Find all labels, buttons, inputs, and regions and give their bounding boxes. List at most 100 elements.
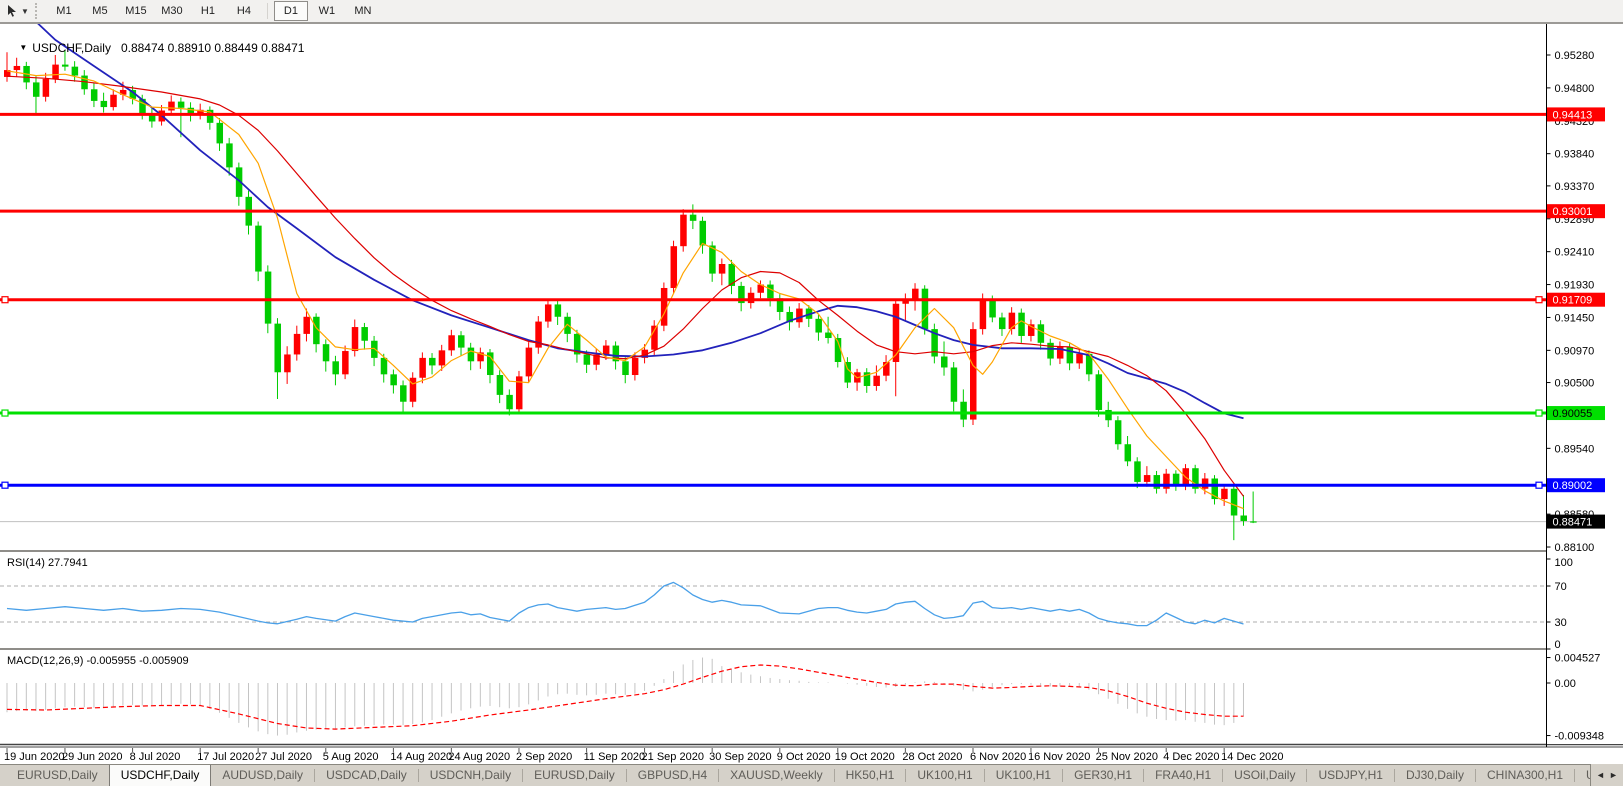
chart-tab-xauusd-weekly[interactable]: XAUUSD,Weekly <box>730 768 823 782</box>
chart-title-caret-icon[interactable]: ▼ <box>19 43 28 52</box>
timeframe-button-h1[interactable]: H1 <box>200 5 215 17</box>
price-axis: 0.952800.948000.943200.938400.933700.928… <box>1546 24 1623 747</box>
timeframe-button-m30[interactable]: M30 <box>161 5 183 17</box>
timeframe-button-m5[interactable]: M5 <box>92 5 108 17</box>
chart-tab-eurusd-daily[interactable]: EURUSD,Daily <box>17 768 98 782</box>
tab-separator <box>625 769 627 782</box>
chart-tab-dj30-daily[interactable]: DJ30,Daily <box>1405 768 1464 782</box>
chart-tab-fra40-h1[interactable]: FRA40,H1 <box>1155 768 1212 782</box>
tab-separator <box>1393 769 1395 782</box>
cursor-dropdown-caret[interactable]: ▼ <box>21 6 29 16</box>
tab-separator <box>314 769 316 782</box>
cursor-tool-icon[interactable] <box>3 2 21 20</box>
svg-text:0.90970: 0.90970 <box>1555 345 1595 357</box>
chart-title: ▼ USDCHF,Daily 0.88474 0.88910 0.88449 0.8… <box>6 27 304 69</box>
svg-text:0.88471: 0.88471 <box>1553 517 1593 529</box>
svg-text:0.94413: 0.94413 <box>1553 109 1593 121</box>
svg-text:0.88100: 0.88100 <box>1555 542 1595 554</box>
tab-separator <box>1574 769 1576 782</box>
chart-tab-usoil-daily[interactable]: USOil,Daily <box>1234 768 1296 782</box>
svg-text:100: 100 <box>1555 557 1573 569</box>
tab-separator <box>1062 769 1064 782</box>
date-label: 17 Jul 2020 <box>197 751 254 763</box>
pane-borders <box>0 22 1623 748</box>
chart-tab-usdjpy-h1[interactable]: USDJPY,H1 <box>1318 768 1383 782</box>
svg-text:0.89002: 0.89002 <box>1553 480 1593 492</box>
chart-tab-usdchf-daily[interactable]: USDCHF,Daily <box>108 765 212 786</box>
date-label: 11 Sep 2020 <box>584 751 646 763</box>
hline-handle[interactable] <box>1 481 9 489</box>
timeframe-button-h4[interactable]: H4 <box>236 5 251 17</box>
chart-tab-eurusd-daily[interactable]: EURUSD,Daily <box>534 768 615 782</box>
toolbar-grip <box>34 3 40 19</box>
svg-text:30: 30 <box>1555 617 1567 629</box>
tab-separator <box>417 769 419 782</box>
chart-tab-gbpusd-h4[interactable]: GBPUSD,H4 <box>637 768 708 782</box>
hline-handle[interactable] <box>1535 409 1543 417</box>
date-label: 21 Sep 2020 <box>642 751 704 763</box>
moving-averages <box>6 0 1244 510</box>
tab-separator <box>983 769 985 782</box>
chart-tab-hk50-h1[interactable]: HK50,H1 <box>845 768 895 782</box>
date-label: 4 Dec 2020 <box>1163 751 1219 763</box>
tab-separator <box>1222 769 1224 782</box>
chart-tab-usdcad-daily[interactable]: USDCAD,Daily <box>326 768 407 782</box>
macd-pane: 0.004527 0.00 -0.009348 <box>6 653 1605 743</box>
chart-tab-usdcnh-daily[interactable]: USDCNH,Daily <box>429 768 512 782</box>
timeframe-button-d1[interactable]: D1 <box>273 1 308 21</box>
tab-separator <box>718 769 720 782</box>
date-label: 25 Nov 2020 <box>1096 751 1158 763</box>
chart-tab-ger30-h1[interactable]: GER30,H1 <box>1074 768 1133 782</box>
date-label: 19 Jun 2020 <box>4 751 65 763</box>
candle-bodies <box>4 64 1257 523</box>
macd-indicator-label: MACD(12,26,9) -0.005955 -0.005909 <box>7 655 189 667</box>
hline-handle[interactable] <box>1535 296 1543 304</box>
date-label: 9 Oct 2020 <box>777 751 831 763</box>
rsi-indicator-label: RSI(14) 27.7941 <box>7 557 88 569</box>
date-label: 14 Dec 2020 <box>1221 751 1283 763</box>
svg-text:0.90055: 0.90055 <box>1553 408 1593 420</box>
chart-tab-audusd-daily[interactable]: AUDUSD,Daily <box>222 768 304 782</box>
timeframe-button-m1[interactable]: M1 <box>56 5 72 17</box>
svg-text:0.91709: 0.91709 <box>1553 295 1593 307</box>
svg-text:0.93840: 0.93840 <box>1555 149 1595 161</box>
date-label: 14 Aug 2020 <box>390 751 452 763</box>
timeframe-button-w1[interactable]: W1 <box>318 5 336 17</box>
candle-wicks <box>6 50 1254 541</box>
hline-handle[interactable] <box>1535 481 1543 489</box>
hline-handle[interactable] <box>1 296 9 304</box>
chart-tab-uk100-h1[interactable]: UK100,H1 <box>995 768 1052 782</box>
date-label: 5 Aug 2020 <box>323 751 379 763</box>
chart-tab-uk100-h1[interactable]: UK100,H1 <box>917 768 973 782</box>
svg-text:0.92410: 0.92410 <box>1555 247 1595 259</box>
chart-tab-bar: EURUSD,Daily USDCHF,Daily AUDUSD,Daily USDC… <box>0 764 1623 786</box>
chart-tab-china300-h1[interactable]: CHINA300,H1 <box>1486 768 1564 782</box>
tab-scroll-nav: ◄ ► <box>1590 764 1623 786</box>
svg-text:0.91930: 0.91930 <box>1555 280 1595 292</box>
timeframe-toolbar: ▼ M1 M5 M15 M30 H1 H4 D1 W1 MN <box>0 0 1623 24</box>
svg-text:-0.009348: -0.009348 <box>1555 731 1605 743</box>
date-label: 24 Aug 2020 <box>448 751 510 763</box>
timeframe-button-m15[interactable]: M15 <box>125 5 147 17</box>
date-label: 2 Sep 2020 <box>516 751 572 763</box>
date-label: 6 Nov 2020 <box>970 751 1026 763</box>
svg-text:0.94800: 0.94800 <box>1555 83 1595 95</box>
svg-text:0.95280: 0.95280 <box>1555 50 1595 62</box>
tab-separator <box>1474 769 1476 782</box>
date-label: 28 Oct 2020 <box>902 751 962 763</box>
chart-symbol: USDCHF,Daily <box>32 41 111 55</box>
hline-handle[interactable] <box>1 409 9 417</box>
tab-separator <box>1143 769 1145 782</box>
horizontal-lines[interactable] <box>0 112 1547 489</box>
date-label: 30 Sep 2020 <box>709 751 771 763</box>
rsi-pane: 100 70 30 0 <box>0 557 1573 651</box>
timeframe-button-mn[interactable]: MN <box>354 5 372 17</box>
tab-scroll-left-arrow[interactable]: ◄ <box>1596 770 1605 780</box>
tab-scroll-right-arrow[interactable]: ► <box>1609 770 1618 780</box>
chart-ohlc-values: 0.88474 0.88910 0.88449 0.88471 <box>120 41 305 55</box>
svg-text:0.91450: 0.91450 <box>1555 312 1595 324</box>
date-label: 8 Jul 2020 <box>130 751 181 763</box>
svg-text:0.93370: 0.93370 <box>1555 181 1595 193</box>
